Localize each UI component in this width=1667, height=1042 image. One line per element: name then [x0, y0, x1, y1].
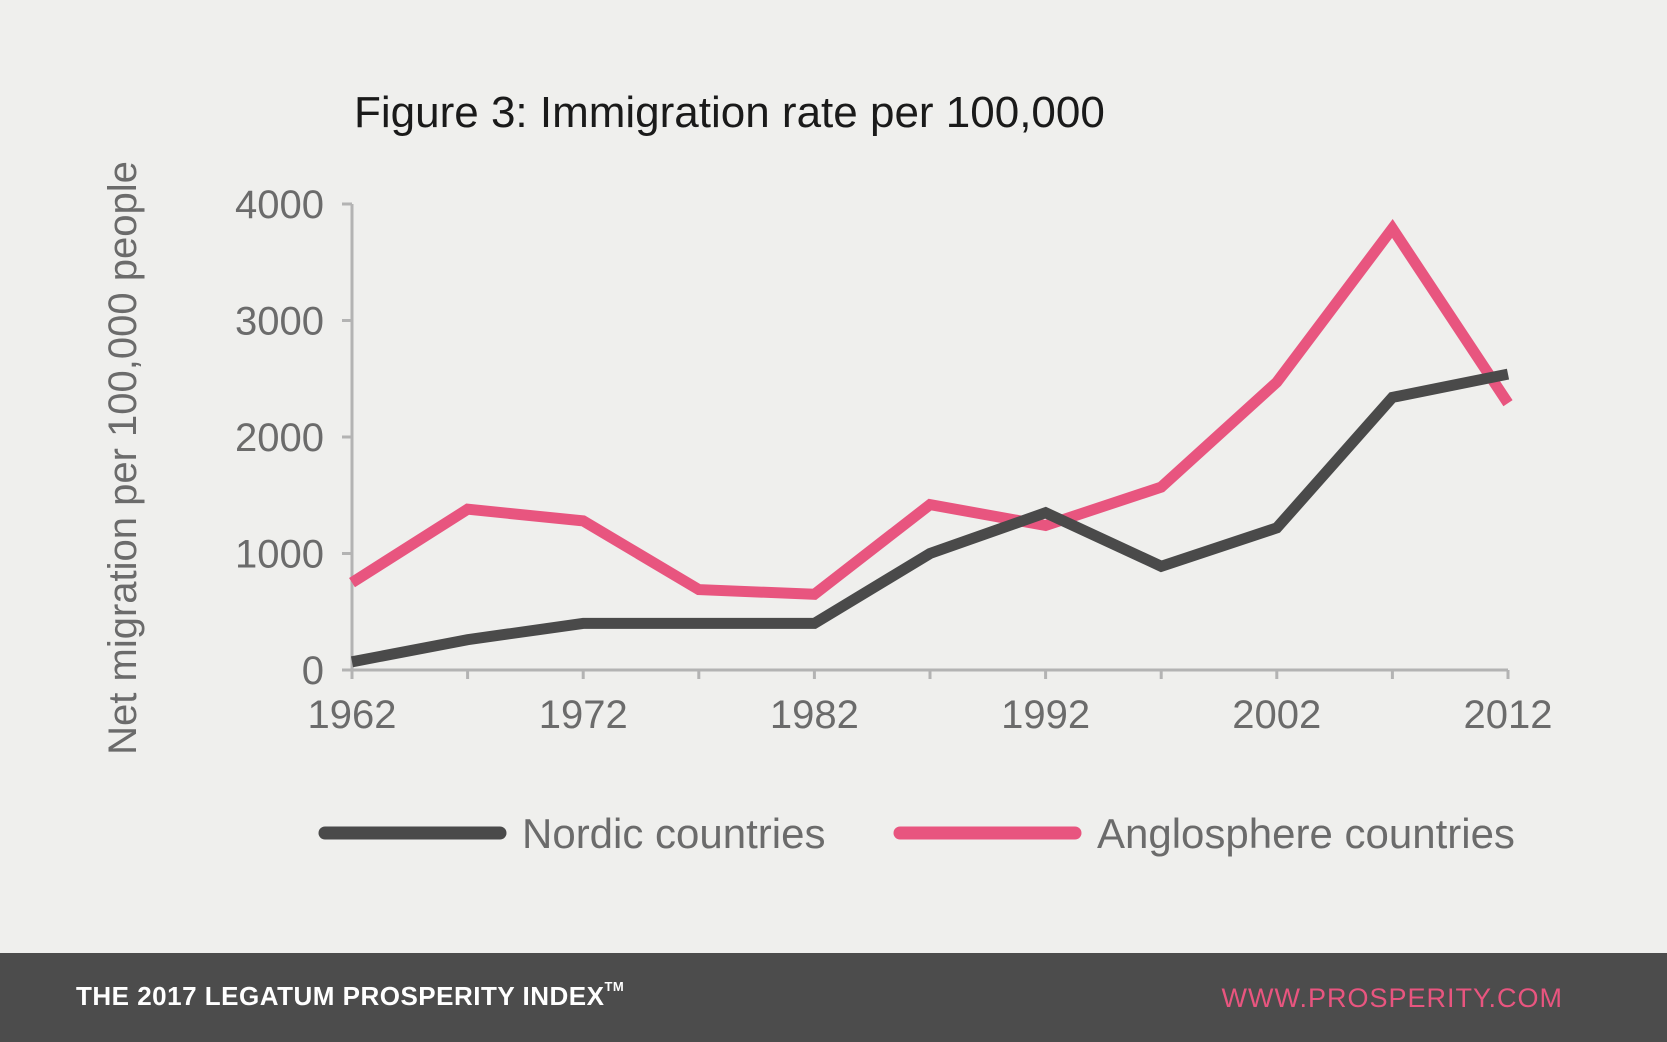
series-line-nordic-countries	[350, 368, 1510, 668]
x-tick-label: 1972	[539, 693, 628, 737]
y-axis: 0 1000 2000 3000 4000	[235, 183, 354, 693]
chart-title: Figure 3: Immigration rate per 100,000	[354, 88, 1105, 137]
y-tick-label: 4000	[235, 183, 324, 227]
x-tick-label: 2002	[1232, 693, 1321, 737]
trademark-mark: TM	[604, 979, 625, 994]
footer-brand: THE 2017 LEGATUM PROSPERITY INDEXTM	[76, 979, 625, 1012]
y-tick-label: 3000	[235, 300, 324, 344]
x-tick-label: 1982	[770, 693, 859, 737]
legend: Nordic countries Anglosphere countries	[318, 810, 1515, 857]
footer-brand-text: THE 2017 LEGATUM PROSPERITY INDEX	[76, 981, 605, 1011]
legend-label: Anglosphere countries	[1097, 810, 1515, 857]
x-tick-label: 1962	[308, 693, 397, 737]
footer-bar: THE 2017 LEGATUM PROSPERITY INDEXTM WWW.…	[0, 953, 1667, 1042]
immigration-line-chart: Figure 3: Immigration rate per 100,000 N…	[101, 88, 1553, 857]
y-tick-label: 1000	[235, 533, 324, 577]
x-tick-label: 2012	[1464, 693, 1553, 737]
series-lines	[349, 218, 1513, 668]
footer-url-link[interactable]: WWW.PROSPERITY.COM	[1221, 983, 1563, 1013]
x-tick-label: 1992	[1001, 693, 1090, 737]
x-axis: 1962 1972 1982 1992 2002 2012	[308, 668, 1553, 737]
legend-label: Nordic countries	[522, 810, 825, 857]
y-axis-label: Net migration per 100,000 people	[101, 161, 145, 755]
y-tick-label: 0	[302, 649, 324, 693]
y-tick-label: 2000	[235, 416, 324, 460]
series-line-anglosphere-countries	[349, 218, 1513, 600]
